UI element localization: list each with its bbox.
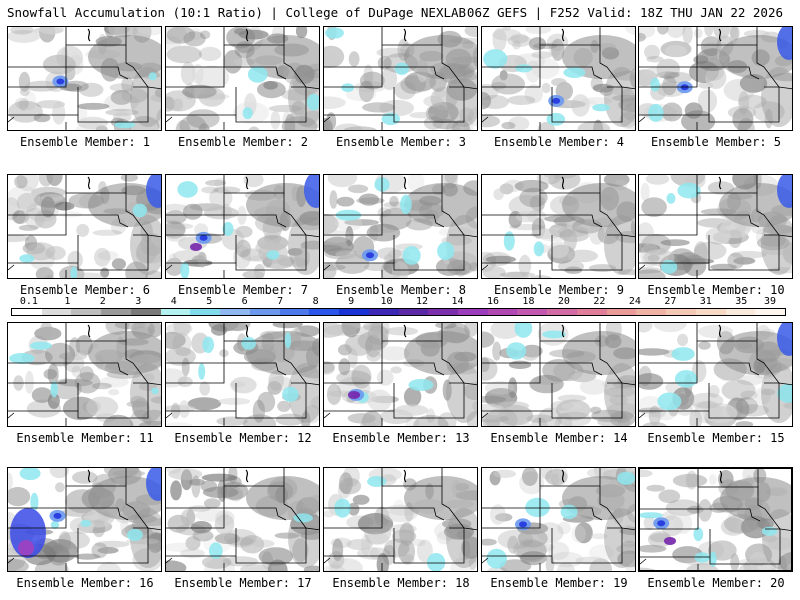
ensemble-member-map (165, 467, 320, 572)
ensemble-member-label: Ensemble Member: 16 (16, 576, 154, 590)
colorbar-segment (309, 309, 340, 315)
colorbar-segment (368, 309, 399, 315)
colorbar-segment (190, 309, 221, 315)
ensemble-member-label: Ensemble Member: 2 (177, 135, 309, 149)
model-run-label: 06Z GEFS | F252 Valid: 18Z THU JAN 22 20… (466, 5, 783, 20)
ensemble-member-map (323, 26, 478, 131)
colorbar-tick-label: 39 (763, 296, 777, 307)
ensemble-member-map (7, 322, 162, 427)
colorbar-segment (636, 309, 667, 315)
ensemble-member-map (165, 174, 320, 279)
ensemble-member-label: Ensemble Member: 1 (19, 135, 151, 149)
colorbar-segment (428, 309, 459, 315)
ensemble-member-map (323, 174, 478, 279)
colorbar-segment (576, 309, 607, 315)
colorbar-segment (458, 309, 488, 315)
colorbar-tick-label: 2 (99, 296, 106, 307)
colorbar-segment (666, 309, 696, 315)
colorbar-segment (12, 309, 42, 315)
ensemble-member-map (638, 467, 793, 572)
ensemble-member-label: Ensemble Member: 12 (174, 431, 312, 445)
colorbar-tick-label: 27 (664, 296, 677, 307)
colorbar-segment (101, 309, 131, 315)
ensemble-member-map (165, 322, 320, 427)
ensemble-member-map (165, 26, 320, 131)
ensemble-member-map (481, 26, 636, 131)
map-title: Snowfall Accumulation (10:1 Ratio) | Col… (7, 5, 467, 20)
colorbar-segment (725, 309, 756, 315)
ensemble-member-map (7, 174, 162, 279)
colorbar-tick-label: 14 (451, 296, 464, 307)
ensemble-member-map (7, 467, 162, 572)
ensemble-member-label: Ensemble Member: 19 (490, 576, 628, 590)
colorbar-tick-label: 18 (522, 296, 535, 307)
snowfall-colorbar (11, 308, 786, 316)
colorbar-tick-label: 6 (241, 296, 248, 307)
colorbar-tick-label: 31 (699, 296, 712, 307)
ensemble-member-label: Ensemble Member: 6 (19, 283, 151, 297)
ensemble-member-map (481, 467, 636, 572)
ensemble-member-map (7, 26, 162, 131)
colorbar-tick-label: 10 (380, 296, 393, 307)
ensemble-member-label: Ensemble Member: 3 (335, 135, 467, 149)
ensemble-member-map (481, 322, 636, 427)
colorbar-tick-label: 3 (135, 296, 142, 307)
colorbar-tick-label: 35 (735, 296, 748, 307)
ensemble-member-label: Ensemble Member: 9 (493, 283, 625, 297)
colorbar-segment (547, 309, 577, 315)
colorbar-tick-label: 12 (416, 296, 429, 307)
colorbar-tick-label: 9 (348, 296, 355, 307)
ensemble-member-label: Ensemble Member: 7 (177, 283, 309, 297)
colorbar-tick-label: 24 (628, 296, 641, 307)
ensemble-member-label: Ensemble Member: 20 (647, 576, 785, 590)
colorbar-tick-label: 16 (486, 296, 500, 307)
colorbar-segment (220, 309, 250, 315)
colorbar-segment (487, 309, 518, 315)
colorbar-segment (695, 309, 726, 315)
ensemble-member-label: Ensemble Member: 15 (647, 431, 785, 445)
ensemble-member-label: Ensemble Member: 17 (174, 576, 312, 590)
colorbar-tick-label: 4 (170, 296, 177, 307)
colorbar-segment (160, 309, 191, 315)
colorbar-segment (755, 309, 786, 315)
ensemble-member-map (323, 467, 478, 572)
colorbar-segment (41, 309, 72, 315)
ensemble-member-label: Ensemble Member: 5 (650, 135, 782, 149)
colorbar-tick-label: 5 (206, 296, 213, 307)
colorbar-segment (130, 309, 161, 315)
ensemble-member-label: Ensemble Member: 4 (493, 135, 625, 149)
ensemble-member-label: Ensemble Member: 14 (490, 431, 628, 445)
colorbar-segment (279, 309, 310, 315)
ensemble-member-label: Ensemble Member: 13 (332, 431, 470, 445)
ensemble-member-map (638, 26, 793, 131)
ensemble-member-label: Ensemble Member: 10 (647, 283, 785, 297)
ensemble-member-map (481, 174, 636, 279)
colorbar-segment (71, 309, 102, 315)
colorbar-tick-label: 20 (557, 296, 570, 307)
ensemble-member-label: Ensemble Member: 18 (332, 576, 470, 590)
ensemble-member-label: Ensemble Member: 8 (335, 283, 467, 297)
colorbar-tick-label: 7 (277, 296, 284, 307)
colorbar-segment (606, 309, 637, 315)
ensemble-member-map (638, 322, 793, 427)
colorbar-segment (517, 309, 548, 315)
colorbar-tick-label: 1 (64, 296, 71, 307)
ensemble-member-map (323, 322, 478, 427)
colorbar-tick-label: 8 (312, 296, 319, 307)
colorbar-tick-label: 22 (593, 296, 606, 307)
colorbar-segment (249, 309, 280, 315)
colorbar-tick-label: 0.1 (19, 296, 38, 307)
colorbar-segment (398, 309, 429, 315)
colorbar-segment (339, 309, 369, 315)
ensemble-member-map (638, 174, 793, 279)
ensemble-member-label: Ensemble Member: 11 (16, 431, 154, 445)
